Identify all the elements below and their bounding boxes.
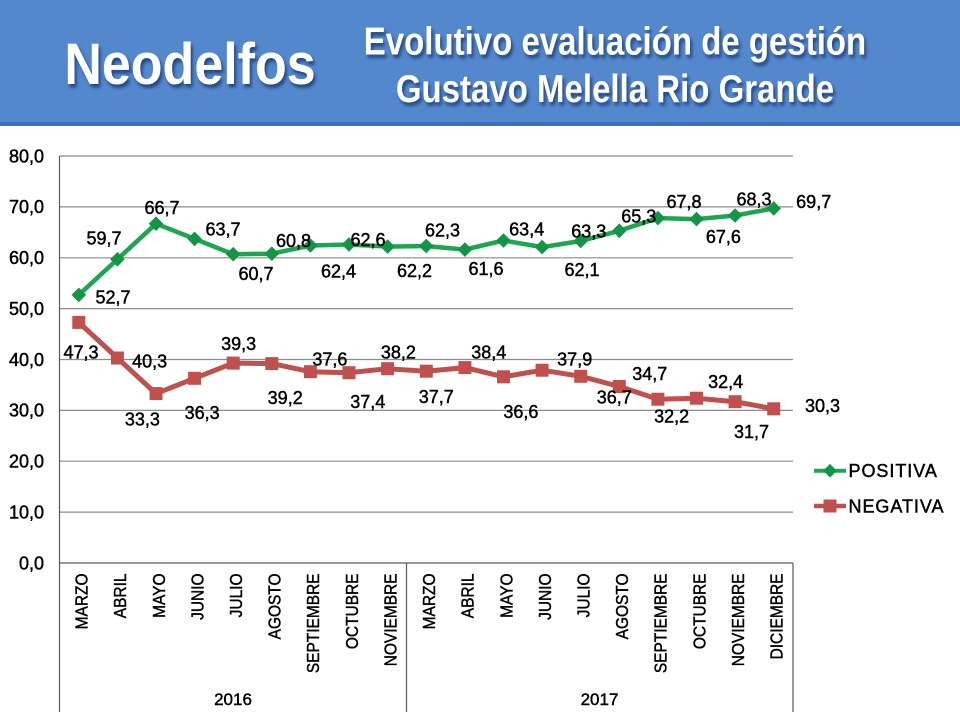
svg-text:63,7: 63,7 [205,220,240,240]
svg-text:36,6: 36,6 [503,402,538,422]
svg-text:36,3: 36,3 [185,403,220,423]
svg-text:31,7: 31,7 [734,422,769,442]
svg-text:39,2: 39,2 [268,388,303,408]
svg-text:62,4: 62,4 [321,261,356,281]
svg-text:59,7: 59,7 [86,228,121,248]
svg-text:JUNIO: JUNIO [187,574,207,620]
svg-text:NEGATIVA: NEGATIVA [849,496,945,516]
svg-text:10,0: 10,0 [9,502,44,522]
svg-text:34,7: 34,7 [632,364,667,384]
svg-text:MAYO: MAYO [149,574,169,618]
svg-text:39,3: 39,3 [221,334,256,354]
svg-text:MAYO: MAYO [496,574,516,618]
svg-text:62,6: 62,6 [350,230,385,250]
svg-text:66,7: 66,7 [144,198,179,218]
svg-text:32,4: 32,4 [708,372,743,392]
svg-text:60,0: 60,0 [9,248,44,268]
svg-text:ABRIL: ABRIL [458,574,478,619]
svg-text:37,4: 37,4 [350,392,385,412]
svg-text:AGOSTO: AGOSTO [612,574,632,640]
svg-text:JULIO: JULIO [226,574,246,618]
svg-text:70,0: 70,0 [9,197,44,217]
svg-text:65,3: 65,3 [621,207,656,227]
svg-text:62,2: 62,2 [397,261,432,281]
svg-text:33,3: 33,3 [125,410,160,430]
svg-text:47,3: 47,3 [63,343,98,363]
svg-text:67,6: 67,6 [706,227,741,247]
svg-text:DICIEMBRE: DICIEMBRE [766,574,786,660]
svg-text:MARZO: MARZO [419,574,439,630]
svg-text:NOVIEMBRE: NOVIEMBRE [728,574,748,667]
svg-text:0,0: 0,0 [19,553,44,573]
svg-text:NOVIEMBRE: NOVIEMBRE [380,574,400,667]
svg-text:37,9: 37,9 [557,349,592,369]
svg-text:50,0: 50,0 [9,299,44,319]
svg-text:63,4: 63,4 [509,220,544,240]
svg-text:62,1: 62,1 [564,260,599,280]
svg-text:40,0: 40,0 [9,350,44,370]
svg-text:60,7: 60,7 [238,264,273,284]
svg-text:OCTUBRE: OCTUBRE [342,574,362,650]
svg-text:30,3: 30,3 [805,396,840,416]
svg-text:SEPTIEMBRE: SEPTIEMBRE [651,574,671,674]
svg-text:62,3: 62,3 [425,220,460,240]
svg-text:40,3: 40,3 [132,351,167,371]
svg-text:ABRIL: ABRIL [110,574,130,619]
svg-text:32,2: 32,2 [654,407,689,427]
svg-text:30,0: 30,0 [9,401,44,421]
svg-text:38,4: 38,4 [471,342,506,362]
svg-text:2017: 2017 [581,690,619,709]
svg-text:JUNIO: JUNIO [535,574,555,620]
svg-text:61,6: 61,6 [468,259,503,279]
svg-text:2016: 2016 [214,690,252,709]
svg-text:JULIO: JULIO [573,574,593,618]
svg-text:80,0: 80,0 [9,146,44,166]
svg-text:69,7: 69,7 [796,192,831,212]
svg-text:OCTUBRE: OCTUBRE [689,574,709,650]
svg-text:68,3: 68,3 [736,189,771,209]
svg-text:36,7: 36,7 [597,387,632,407]
svg-text:20,0: 20,0 [9,452,44,472]
svg-text:POSITIVA: POSITIVA [849,461,938,481]
svg-text:63,3: 63,3 [571,221,606,241]
svg-text:37,6: 37,6 [312,350,347,370]
svg-text:52,7: 52,7 [95,287,130,307]
svg-text:38,2: 38,2 [381,342,416,362]
svg-text:AGOSTO: AGOSTO [265,574,285,640]
svg-text:37,7: 37,7 [419,387,454,407]
svg-text:67,8: 67,8 [666,192,701,212]
svg-text:SEPTIEMBRE: SEPTIEMBRE [303,574,323,674]
svg-text:60,8: 60,8 [276,231,311,251]
svg-text:MARZO: MARZO [72,574,92,630]
